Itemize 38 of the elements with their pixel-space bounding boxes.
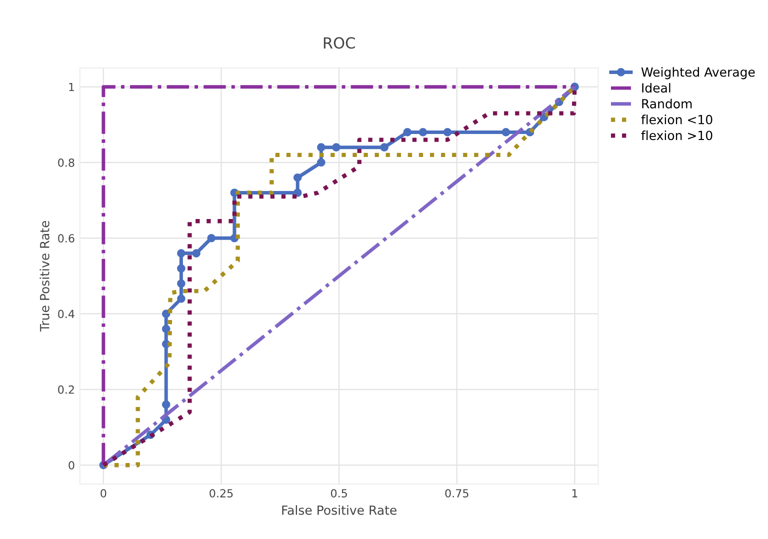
x-tick-label: 0.5 — [330, 489, 347, 498]
point — [332, 143, 340, 152]
x-tick-label: 0.25 — [210, 489, 233, 498]
x-axis-title: False Positive Rate — [282, 505, 396, 515]
point — [316, 158, 326, 167]
x-tick-label: 1 — [572, 489, 578, 498]
y-tick-label: 1 — [69, 82, 74, 92]
point — [162, 310, 170, 318]
legend-label: Ideal — [642, 82, 670, 93]
legend-label: Random — [642, 98, 692, 108]
y-tick-label: 0.2 — [58, 385, 74, 394]
point — [177, 264, 186, 273]
y-tick-label: 0.4 — [58, 310, 74, 318]
point — [380, 143, 388, 152]
point — [293, 173, 302, 182]
y-tick-label: 0.8 — [58, 158, 74, 167]
point — [403, 128, 412, 136]
point — [207, 234, 216, 242]
point — [418, 128, 428, 136]
y-axis-title: True Positive Rate — [40, 220, 50, 332]
point — [177, 249, 186, 258]
legend-label: flexion >10 — [641, 130, 712, 140]
point — [162, 324, 170, 334]
point — [177, 294, 186, 303]
chart-title: ROC — [324, 37, 355, 49]
legend-label: flexion <10 — [641, 114, 712, 124]
point — [316, 143, 326, 152]
point — [177, 279, 186, 288]
legend-label: Weighted Average — [641, 67, 755, 80]
point — [443, 128, 452, 136]
point — [192, 249, 200, 258]
x-tick-label: 0.75 — [445, 489, 468, 498]
point — [162, 400, 170, 409]
y-tick-label: 0 — [68, 461, 74, 470]
x-tick-label: 0 — [100, 489, 106, 498]
point — [293, 188, 302, 197]
y-tick-label: 0.6 — [58, 234, 74, 243]
point — [502, 128, 510, 136]
